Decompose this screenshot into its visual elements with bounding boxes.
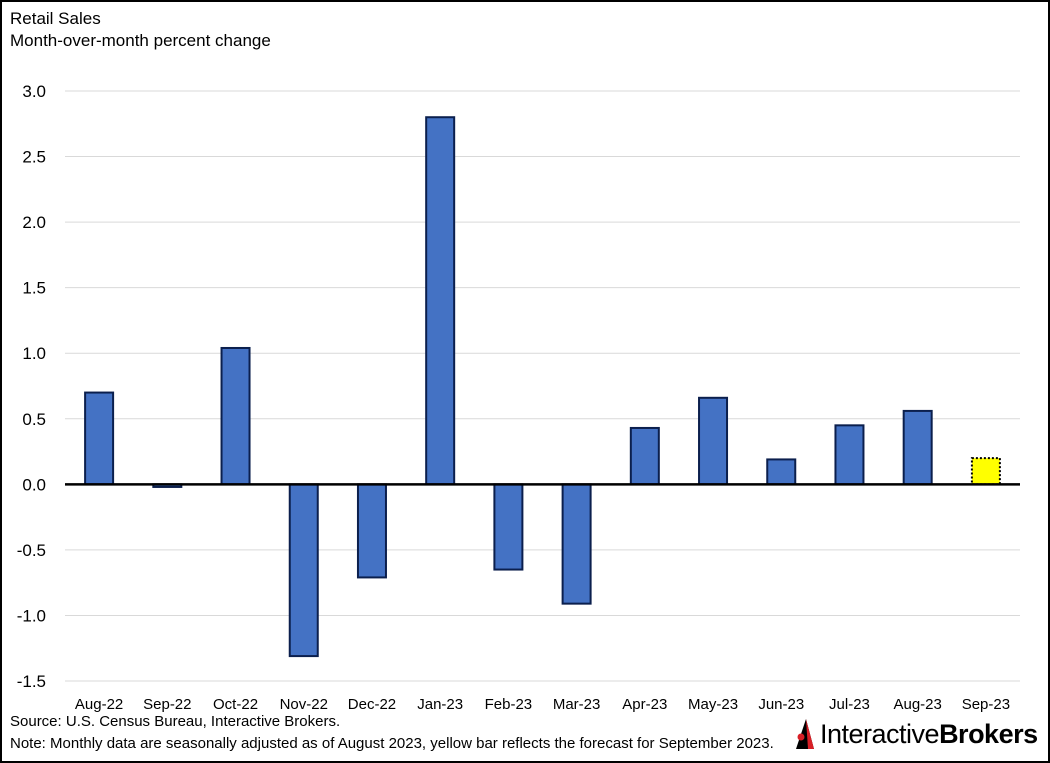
x-tick-label: Aug-22 xyxy=(75,696,123,713)
x-tick-label: Sep-23 xyxy=(962,696,1010,713)
y-tick-label: 0.5 xyxy=(22,410,46,429)
chart-title: Retail Sales xyxy=(10,9,101,28)
y-tick-label: -0.5 xyxy=(17,541,46,560)
bar xyxy=(902,409,933,486)
bar xyxy=(834,424,865,486)
x-tick-label: Mar-23 xyxy=(553,696,601,713)
logo-word-brokers: Brokers xyxy=(939,718,1038,749)
x-tick-label: Feb-23 xyxy=(485,696,533,713)
bar xyxy=(356,483,387,579)
footnote: Note: Monthly data are seasonally adjust… xyxy=(10,735,774,752)
logo-mark-icon xyxy=(796,719,814,749)
x-axis-ticks: Aug-22 Sep-22 Oct-22 Nov-22 Dec-22 Jan-23 Feb-… xyxy=(75,696,1010,713)
bars xyxy=(84,116,1001,658)
bar xyxy=(493,483,524,571)
y-tick-label: 1.5 xyxy=(22,279,46,298)
interactive-brokers-logo: InteractiveBrokers xyxy=(794,714,1038,754)
forecast-bar xyxy=(970,457,1001,486)
source-note: Source: U.S. Census Bureau, Interactive … xyxy=(10,713,341,730)
bar xyxy=(629,426,660,486)
bar xyxy=(220,346,251,486)
x-tick-label: Jan-23 xyxy=(417,696,463,713)
x-tick-label: Jun-23 xyxy=(758,696,804,713)
y-tick-label: -1.0 xyxy=(17,606,46,625)
y-tick-label: -1.5 xyxy=(17,672,46,691)
x-tick-label: Apr-23 xyxy=(622,696,667,713)
y-tick-label: 3.0 xyxy=(22,82,46,101)
logo-wordmark: InteractiveBrokers xyxy=(820,719,1038,750)
y-axis-ticks: 3.0 2.5 2.0 1.5 1.0 0.5 0.0 -0.5 -1.0 -1.5 xyxy=(17,82,46,691)
bar xyxy=(288,483,319,658)
y-tick-label: 2.0 xyxy=(22,213,46,232)
x-tick-label: Oct-22 xyxy=(213,696,258,713)
x-tick-label: Sep-22 xyxy=(143,696,191,713)
x-tick-label: Jul-23 xyxy=(829,696,870,713)
chart-subtitle: Month-over-month percent change xyxy=(10,31,271,50)
y-tick-label: 2.5 xyxy=(22,148,46,167)
bar xyxy=(425,116,456,486)
bar xyxy=(84,391,115,486)
gridlines xyxy=(65,90,1020,682)
x-tick-label: May-23 xyxy=(688,696,738,713)
x-tick-label: Dec-22 xyxy=(348,696,396,713)
bar xyxy=(698,396,729,486)
bar xyxy=(766,458,797,486)
logo-word-interactive: Interactive xyxy=(820,718,940,749)
bar xyxy=(561,483,592,605)
y-tick-label: 0.0 xyxy=(22,475,46,494)
y-tick-label: 1.0 xyxy=(22,344,46,363)
x-tick-label: Aug-23 xyxy=(893,696,941,713)
x-tick-label: Nov-22 xyxy=(280,696,328,713)
